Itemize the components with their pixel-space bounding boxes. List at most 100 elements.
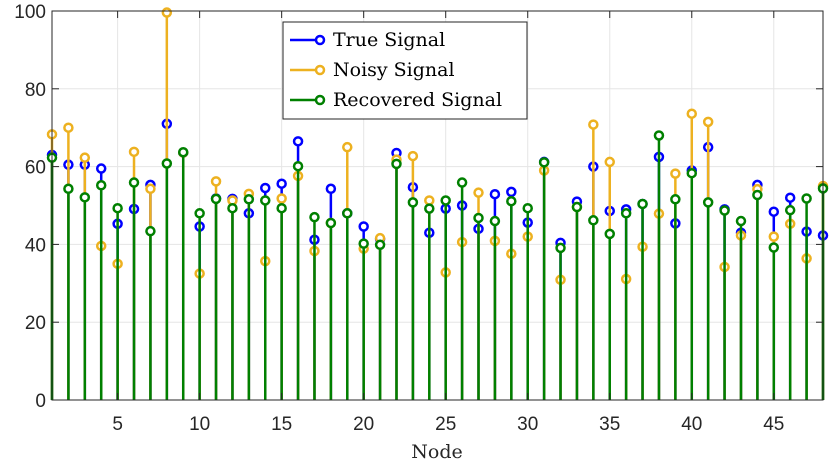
stem-marker — [260, 195, 271, 206]
stem-marker — [424, 195, 435, 206]
stem-marker — [325, 217, 337, 229]
stem-marker — [95, 180, 107, 191]
stem-marker — [342, 141, 353, 153]
stem-marker — [670, 194, 681, 205]
x-tick-label: 25 — [435, 414, 456, 435]
stem-marker — [506, 186, 517, 198]
stem-marker — [735, 215, 747, 227]
legend-entry-noisy-signal: Noisy Signal — [290, 59, 455, 81]
stem-marker — [276, 178, 287, 189]
stem-marker — [210, 176, 222, 187]
x-tick-label: 15 — [271, 414, 292, 435]
stem-marker — [374, 239, 386, 251]
stem-marker — [489, 188, 501, 200]
y-tick-label: 40 — [25, 235, 46, 256]
stem-marker — [325, 183, 337, 195]
stem-marker — [79, 192, 91, 203]
stem-marker — [63, 122, 74, 133]
stem-marker — [604, 228, 615, 240]
x-tick-label: 30 — [517, 414, 538, 435]
stem-marker — [719, 205, 730, 216]
stem-marker — [489, 215, 501, 227]
stem-marker — [768, 231, 780, 242]
stem-marker — [620, 208, 632, 219]
ticks: 0 20 40 60 80 100 5 10 15 20 25 30 35 40 45 — [14, 2, 823, 435]
stem-marker — [145, 225, 156, 237]
stem-marker — [407, 197, 419, 208]
stem-marker — [342, 208, 353, 219]
stem-marker — [243, 194, 255, 205]
y-tick-label: 20 — [25, 313, 46, 334]
stem-marker — [79, 152, 91, 163]
stem-marker — [768, 206, 780, 217]
stem-marker — [227, 202, 238, 214]
legend-label-noisy-signal: Noisy Signal — [333, 59, 455, 81]
legend-entry-recovered-signal: Recovered Signal — [290, 89, 502, 111]
y-tick-label: 80 — [25, 80, 46, 101]
stem-marker — [538, 157, 550, 168]
stems — [46, 7, 829, 400]
stem-marker — [702, 116, 714, 128]
stem-marker — [670, 168, 681, 179]
stem-marker — [784, 192, 796, 203]
stem-marker — [555, 242, 566, 254]
stem-marker — [260, 182, 271, 194]
stem-marker — [177, 146, 189, 158]
y-tick-label: 60 — [25, 158, 46, 179]
y-tick-label: 100 — [14, 2, 46, 23]
stem-marker — [702, 197, 714, 208]
legend-label-recovered-signal: Recovered Signal — [333, 89, 502, 111]
stem-marker — [768, 242, 780, 253]
plot-frame — [51, 10, 824, 401]
stem-marker — [473, 187, 484, 198]
stem-marker — [653, 130, 665, 141]
stem-marker — [571, 201, 583, 213]
stem-marker — [391, 158, 402, 170]
x-axis-label: Node — [411, 441, 462, 463]
stem-marker — [424, 203, 435, 214]
x-tick-label: 35 — [599, 414, 620, 435]
y-tick-label: 0 — [35, 391, 46, 412]
stem-marker — [686, 167, 698, 179]
x-tick-label: 40 — [681, 414, 702, 435]
stem-marker — [292, 136, 304, 147]
stem-marker — [604, 156, 615, 168]
stem-marker — [637, 198, 648, 210]
legend-swatch-noisy-marker — [314, 64, 326, 76]
stem-marker — [473, 212, 484, 224]
stem-marker — [95, 163, 107, 174]
stem-marker — [588, 215, 599, 226]
stem-marker — [358, 221, 369, 232]
stem-marker — [752, 189, 763, 201]
legend-label-true-signal: True Signal — [333, 29, 445, 51]
stem-marker — [276, 193, 287, 204]
stem-marker — [145, 183, 156, 195]
x-tick-label: 45 — [763, 414, 784, 435]
x-tick-label: 10 — [189, 414, 210, 435]
stem-marker — [588, 119, 599, 130]
stem-marker — [801, 193, 812, 204]
stem-marker — [112, 202, 123, 214]
legend-entry-true-signal: True Signal — [290, 29, 445, 51]
stem-marker — [276, 202, 287, 214]
stem-marker — [407, 150, 419, 162]
x-tick-label: 5 — [112, 414, 123, 435]
stem-marker — [128, 177, 140, 188]
stem-marker — [292, 160, 304, 172]
stem-marker — [210, 193, 222, 205]
legend-swatch-recovered-marker — [314, 94, 326, 106]
stem-marker — [506, 195, 517, 207]
legend: True Signal Noisy Signal Recovered Signa… — [282, 21, 528, 120]
stem-marker — [358, 238, 369, 249]
stem-marker — [63, 183, 74, 195]
stem-marker — [161, 158, 173, 169]
stem-marker — [522, 202, 533, 214]
stem-marker — [440, 195, 451, 206]
legend-swatch-true-marker — [314, 34, 326, 46]
stem-marker — [128, 146, 140, 158]
x-tick-label: 20 — [353, 414, 374, 435]
stem-marker — [686, 108, 698, 119]
stem-marker — [161, 7, 173, 18]
stem-marker — [784, 204, 796, 216]
